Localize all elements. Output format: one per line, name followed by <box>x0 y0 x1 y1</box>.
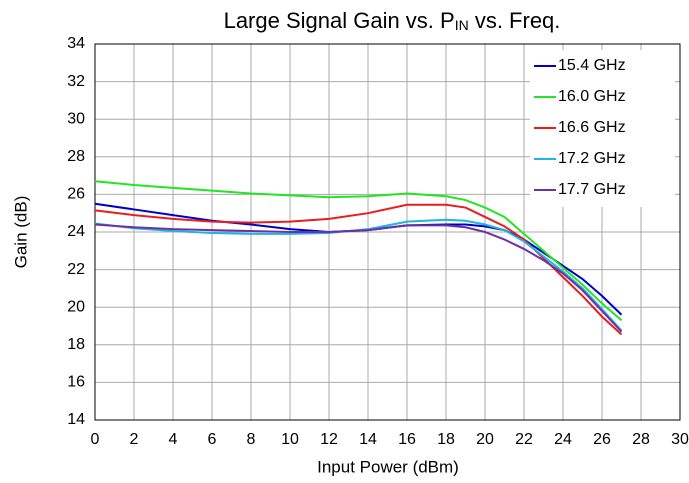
x-tick-label: 10 <box>281 431 299 448</box>
x-tick-label: 30 <box>671 431 689 448</box>
x-tick-label: 2 <box>130 431 139 448</box>
y-tick-label: 24 <box>67 223 85 240</box>
series-line <box>94 203 623 336</box>
series-line <box>94 180 623 322</box>
series-line <box>94 218 623 332</box>
y-tick-label: 16 <box>67 374 85 391</box>
x-tick-label: 12 <box>320 431 338 448</box>
y-tick-label: 22 <box>67 261 85 278</box>
x-tick-label: 8 <box>247 431 256 448</box>
legend-label: 16.6 GHz <box>558 119 626 136</box>
y-tick-label: 20 <box>67 298 85 315</box>
x-tick-label: 6 <box>208 431 217 448</box>
legend-label: 17.7 GHz <box>558 181 626 198</box>
y-tick-label: 34 <box>67 35 85 52</box>
legend-label: 16.0 GHz <box>558 88 626 105</box>
x-tick-label: 24 <box>554 431 572 448</box>
x-tick-label: 22 <box>515 431 533 448</box>
x-tick-label: 26 <box>593 431 611 448</box>
y-tick-label: 18 <box>67 336 85 353</box>
x-axis-label: Input Power (dBm) <box>317 457 459 476</box>
y-axis-label: Gain (dB) <box>11 196 30 269</box>
y-tick-label: 30 <box>67 110 85 127</box>
x-tick-label: 0 <box>91 431 100 448</box>
y-tick-label: 26 <box>67 186 85 203</box>
x-tick-label: 20 <box>476 431 494 448</box>
series-line <box>94 223 623 333</box>
x-tick-label: 16 <box>398 431 416 448</box>
y-tick-label: 28 <box>67 148 85 165</box>
y-tick-label: 32 <box>67 73 85 90</box>
plot-frame <box>94 43 681 421</box>
legend-label: 15.4 GHz <box>558 57 626 74</box>
chart-title: Large Signal Gain vs. PIN vs. Freq. <box>224 8 561 33</box>
x-tick-label: 18 <box>437 431 455 448</box>
x-tick-label: 4 <box>169 431 178 448</box>
x-tick-label: 14 <box>359 431 377 448</box>
x-tick-label: 28 <box>632 431 650 448</box>
legend-label: 17.2 GHz <box>558 150 626 167</box>
y-tick-label: 14 <box>67 411 85 428</box>
